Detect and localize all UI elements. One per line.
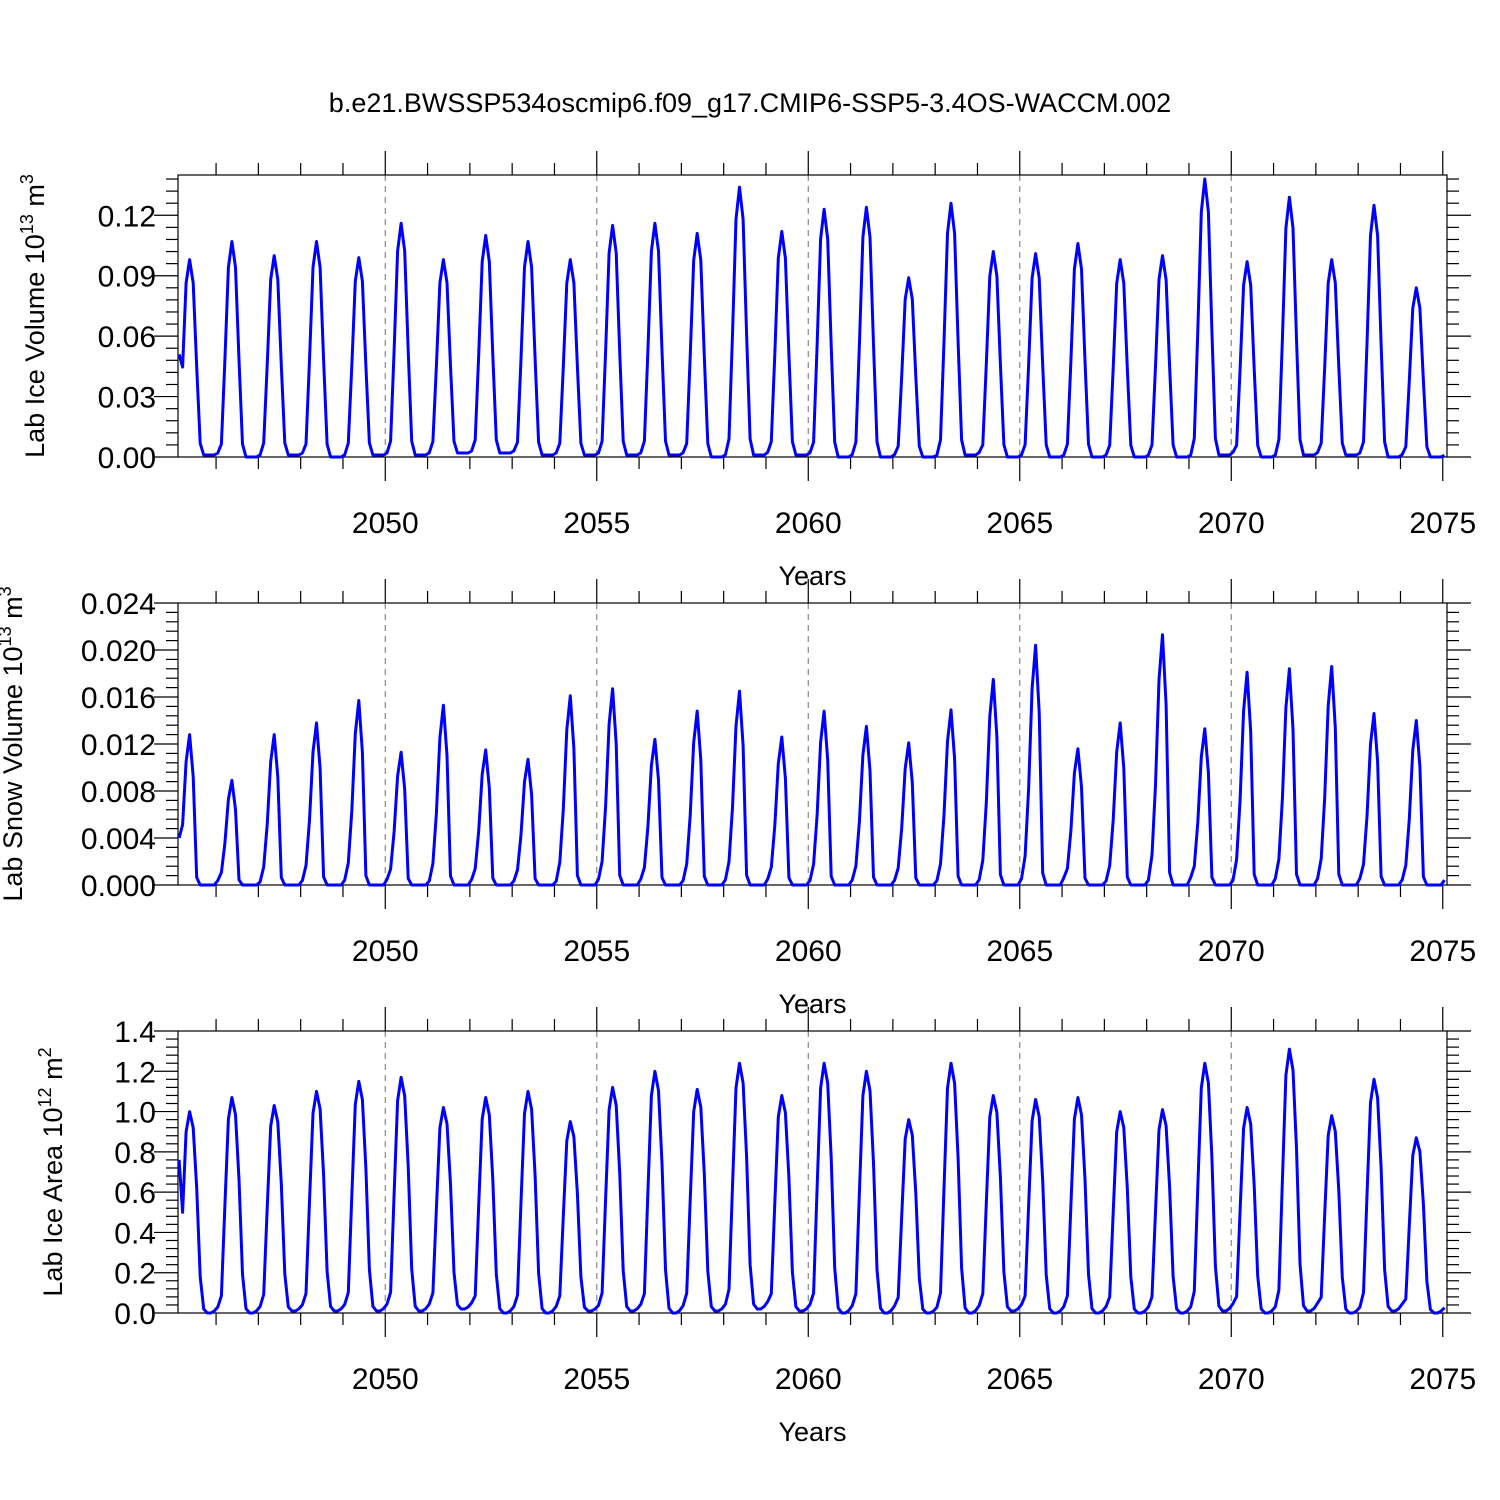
x-tick-label: 2070 <box>1198 1363 1265 1396</box>
y-tick-label: 1.0 <box>114 1097 156 1130</box>
x-tick-label: 2060 <box>775 1363 842 1396</box>
y-tick-label: 0.020 <box>81 635 156 668</box>
y-tick-label: 0.12 <box>98 200 156 233</box>
plot-frame <box>177 174 1448 458</box>
y-tick-label: 1.2 <box>114 1056 156 1089</box>
y-tick-label: 0.6 <box>114 1177 156 1210</box>
y-tick-label: 0.09 <box>98 261 156 294</box>
x-tick-label: 2050 <box>352 1363 419 1396</box>
x-tick-label: 2075 <box>1409 1363 1476 1396</box>
y-tick-label: 0.03 <box>98 382 156 415</box>
x-axis-title: Years <box>778 989 846 1019</box>
x-tick-label: 2060 <box>775 935 842 968</box>
series-line <box>177 633 1446 887</box>
x-axis-title: Years <box>778 561 846 591</box>
x-tick-label: 2050 <box>352 935 419 968</box>
panel-ice-volume: 0.00 0.03 0.06 0.09 0.12 2050 2055 2060 2065 2070… <box>17 151 1476 591</box>
x-tick-label: 2065 <box>986 935 1053 968</box>
x-tick-label: 2070 <box>1198 935 1265 968</box>
x-tick-label: 2055 <box>563 1363 630 1396</box>
y-tick-label: 0.000 <box>81 870 156 903</box>
figure-title: b.e21.BWSSP534oscmip6.f09_g17.CMIP6-SSP5… <box>329 88 1171 118</box>
x-tick-label: 2075 <box>1409 507 1476 540</box>
plot-frame <box>177 1030 1448 1314</box>
y-tick-label: 0.004 <box>81 823 156 856</box>
panel-ice-area: 0.0 0.2 0.4 0.6 0.8 1.0 1.2 1.4 2050 2055 2060 2065… <box>35 1007 1476 1447</box>
x-tick-label: 2055 <box>563 935 630 968</box>
y-tick-label: 0.8 <box>114 1137 156 1170</box>
x-tick-label: 2050 <box>352 507 419 540</box>
x-tick-label: 2070 <box>1198 507 1265 540</box>
y-tick-label: 1.4 <box>114 1016 156 1049</box>
y-axis-title: Lab Snow Volume 1013 m3 <box>0 586 28 901</box>
x-axis-title: Years <box>778 1417 846 1447</box>
y-tick-label: 0.2 <box>114 1258 156 1291</box>
y-tick-label: 0.06 <box>98 321 156 354</box>
x-tick-label: 2075 <box>1409 935 1476 968</box>
y-tick-label: 0.016 <box>81 682 156 715</box>
y-tick-label: 0.00 <box>98 442 156 475</box>
x-tick-label: 2055 <box>563 507 630 540</box>
y-tick-label: 0.0 <box>114 1298 156 1331</box>
y-axis-title: Lab Ice Volume 1013 m3 <box>17 174 50 458</box>
series-line <box>177 1047 1446 1315</box>
y-tick-label: 0.4 <box>114 1217 156 1250</box>
y-tick-label: 0.024 <box>81 588 156 621</box>
x-tick-label: 2060 <box>775 507 842 540</box>
y-axis-title: Lab Ice Area 1012 m2 <box>35 1047 68 1296</box>
plot-frame <box>177 602 1448 886</box>
series-line <box>177 177 1446 459</box>
x-tick-label: 2065 <box>986 507 1053 540</box>
x-tick-label: 2065 <box>986 1363 1053 1396</box>
y-tick-label: 0.012 <box>81 729 156 762</box>
panel-snow-volume: 0.000 0.004 0.008 0.012 0.016 0.020 0.024 2050 2… <box>0 579 1476 1019</box>
y-tick-label: 0.008 <box>81 776 156 809</box>
